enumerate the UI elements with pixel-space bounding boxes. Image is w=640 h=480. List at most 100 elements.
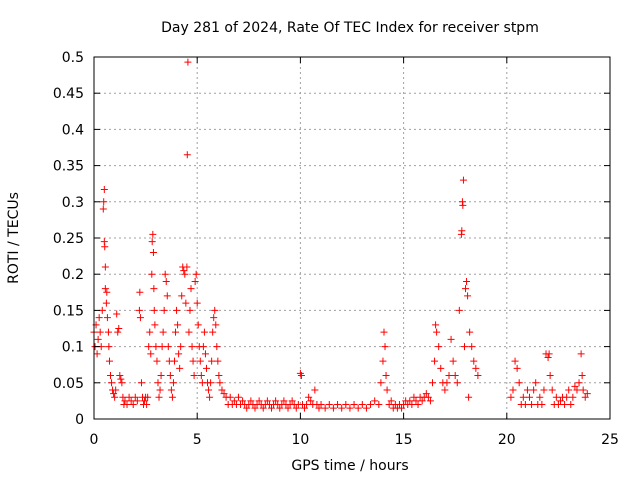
data-point [191,277,199,285]
data-point [196,357,204,365]
data-point [315,404,323,412]
data-point [154,379,162,387]
data-point [453,379,461,387]
data-point [186,306,194,314]
data-point [166,372,174,380]
data-point [158,343,166,351]
data-point [513,364,521,372]
data-point [192,270,200,278]
data-point [103,314,111,322]
data-point [422,390,430,398]
data-point [119,393,127,401]
data-point [234,393,242,401]
data-point [133,397,141,405]
y-tick-label: 0.4 [62,122,84,138]
data-point [325,401,333,409]
data-point [207,379,215,387]
data-point [521,401,529,409]
data-point [149,230,157,238]
data-point [150,306,158,314]
data-point [410,393,418,401]
data-point [465,393,473,401]
data-point [426,397,434,405]
data-point [548,386,556,394]
data-point [216,379,224,387]
data-point [189,357,197,365]
data-point [375,401,383,409]
data-point [268,404,276,412]
data-point [305,393,313,401]
data-point [443,379,451,387]
data-point [571,382,579,390]
data-point [213,343,221,351]
data-point [110,390,118,398]
data-point [526,393,534,401]
data-point [272,397,280,405]
data-point [190,372,198,380]
data-point [135,306,143,314]
y-axis-label: ROTI / TECUs [6,192,22,284]
data-point [194,321,202,329]
y-tick-label: 0.25 [53,231,84,247]
data-point [387,397,395,405]
data-point [152,343,160,351]
data-point [581,393,589,401]
data-point [255,397,263,405]
data-point [462,285,470,293]
data-point [459,201,467,209]
data-point [174,321,182,329]
data-point [143,401,151,409]
data-point [292,404,300,412]
data-point [199,343,207,351]
data-point [578,372,586,380]
data-point [418,397,426,405]
data-point [414,401,422,409]
data-point [178,292,186,300]
data-point [156,386,164,394]
data-point [201,350,209,358]
data-point [200,328,208,336]
x-tick-label: 25 [601,432,619,448]
data-point [149,248,157,256]
data-point [545,350,553,358]
data-point [449,357,457,365]
data-point [148,238,156,246]
data-point [239,397,247,405]
data-point [554,401,562,409]
data-point [206,393,214,401]
data-point [472,364,480,372]
data-point [93,350,101,358]
data-point [147,350,155,358]
data-point [284,404,292,412]
data-point [424,393,432,401]
data-point [226,393,234,401]
y-tick-label: 0.05 [53,376,84,392]
data-point [185,328,193,336]
data-point [243,404,251,412]
data-point [435,343,443,351]
data-point [556,397,564,405]
data-point [569,393,577,401]
data-point [338,404,346,412]
data-point [167,386,175,394]
data-point [111,393,119,401]
data-point [544,353,552,361]
y-tick-label: 0.2 [62,267,84,283]
data-point [187,285,195,293]
x-tick-label: 0 [90,432,99,448]
data-point [94,335,102,343]
data-point [321,404,329,412]
data-point [168,393,176,401]
data-point [188,343,196,351]
data-point [151,321,159,329]
data-point [464,292,472,300]
data-point [431,357,439,365]
data-point [297,372,305,380]
data-point [519,393,527,401]
data-point [103,288,111,296]
data-point [175,350,183,358]
data-point [212,321,220,329]
data-point [377,379,385,387]
data-point [155,393,163,401]
